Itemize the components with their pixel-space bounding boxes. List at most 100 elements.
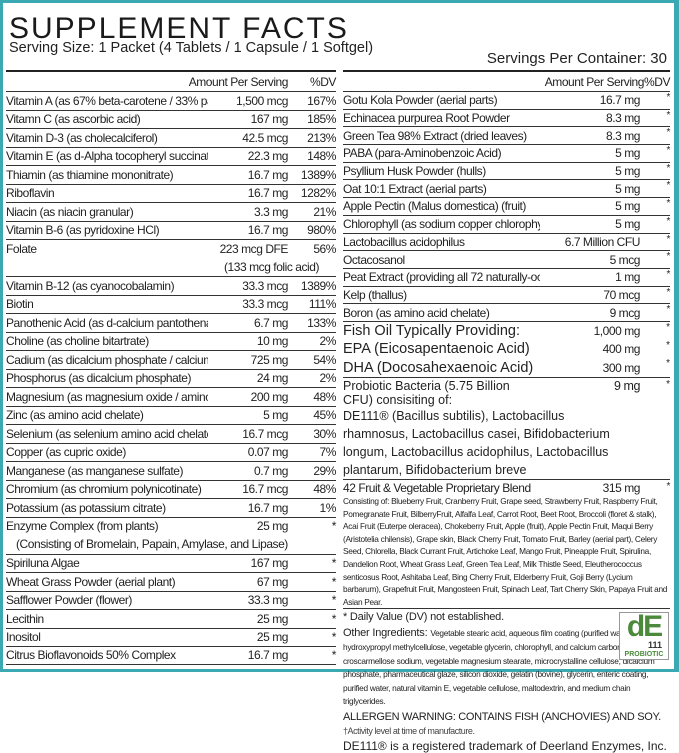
nutrient-row: Niacin (as niacin granular) 3.3 mg 21% [6, 202, 336, 221]
nutrient-name: Niacin (as niacin granular) [6, 204, 134, 219]
nutrient-dv: 1389% [300, 167, 337, 182]
nutrient-amount: 16.7 mg [247, 167, 289, 182]
nutrient-amount: 0.7 mg [254, 463, 288, 478]
nutrient-name: Octacosanol [343, 252, 405, 267]
nutrient-row: Enzyme Complex (from plants) 25 mg * [6, 516, 336, 536]
left-facts-table: Amount Per Serving %DV Vitamin A (as 67%… [6, 70, 336, 665]
nutrient-name: Oat 10:1 Extract (aerial parts) [343, 181, 487, 196]
nutrient-row: Zinc (as amino acid chelate) 5 mg 45% [6, 405, 336, 425]
nutrient-row: Vitamn C (as ascorbic acid) 167 mg 185% [6, 109, 336, 129]
nutrient-name: Boron (as amino acid chelate) [343, 305, 490, 320]
nutrient-dv: 1389% [300, 278, 337, 293]
nutrient-row: Green Tea 98% Extract (dried leaves) 8.3 … [343, 126, 670, 144]
nutrient-name: Apple Pectin (Malus domestica) (fruit) [343, 199, 526, 214]
activity-note: †Activity level at time of manufacture. [343, 725, 475, 736]
nutrient-amount: 8.3 mg [606, 111, 640, 126]
blend-amount: 315 mg [602, 481, 641, 495]
nutrient-amount: 16.7 mg [599, 93, 641, 108]
nutrient-name: Panothenic Acid (as d-calcium pantothena… [6, 315, 208, 330]
nutrient-row: Kelp (thallus) 70 mcg * [343, 285, 671, 304]
nutrient-row: Copper (as cupric oxide) 0.07 mg 7% [6, 442, 336, 462]
nutrient-name: Vitamin E (as d-Alpha tocopheryl succina… [6, 149, 208, 164]
nutrient-dv: 2% [319, 334, 337, 349]
nutrient-amount: 167 mg [250, 556, 289, 571]
nutrient-dv: * [666, 233, 671, 245]
nutrient-name: Spiriluna Algae [6, 556, 80, 571]
nutrient-name: Vitamin B-6 (as pyridoxine HCl) [6, 223, 160, 238]
nutrient-amount: 25 mg [256, 519, 289, 534]
nutrient-amount: 1 mg [615, 270, 640, 285]
nutrient-amount: 33.3 mcg [242, 278, 288, 293]
header-amount-dv: Amount Per Serving%DV [544, 74, 671, 89]
nutrient-dv: * [666, 286, 671, 298]
nutrient-row: Cadium (as dicalcium phosphate / calcium… [6, 350, 336, 369]
nutrient-dv: * [666, 215, 671, 227]
nutrient-name: EPA (Eicosapentaenoic Acid) [343, 340, 530, 357]
nutrient-amount: 25 mg [256, 611, 289, 626]
left-header: Amount Per Serving %DV [6, 70, 336, 91]
nutrient-name: Vitamin B-12 (as cyanocobalamin) [6, 278, 175, 293]
nutrient-dv: * [331, 611, 337, 626]
nutrient-dv: * [666, 268, 671, 280]
nutrient-row: Vitamin E (as d-Alpha tocopheryl succina… [6, 146, 336, 166]
nutrient-amount: 5 mg [615, 146, 640, 161]
page-title: SUPPLEMENT FACTS [9, 12, 349, 45]
serving-size: Serving Size: 1 Packet (4 Tablets / 1 Ca… [9, 40, 374, 56]
logo-label: PROBIOTIC [624, 651, 664, 658]
nutrient-amount: 223 mcg DFE [219, 241, 289, 256]
nutrient-amount: 1,500 mcg [236, 93, 288, 108]
nutrient-name: Lactobacillus acidophilus [343, 234, 465, 249]
nutrient-row: Choline (as choline bitartrate) 10 mg 2% [6, 331, 337, 351]
nutrient-row: Inositol 25 mg * [6, 627, 336, 647]
nutrient-amount: 16.7 mcg [242, 426, 288, 441]
nutrient-name: Inositol [6, 630, 41, 645]
nutrient-row: Magnesium (as magnesium oxide / amino ac… [6, 387, 336, 406]
nutrient-name: Folate [6, 241, 37, 256]
nutrient-name: Choline (as choline bitartrate) [6, 334, 149, 349]
nutrient-row: Oat 10:1 Extract (aerial parts) 5 mg * [343, 179, 670, 197]
nutrient-row: Manganese (as manganese sulfate) 0.7 mg 29… [6, 461, 336, 480]
nutrient-amount: 16.7 mg [247, 223, 289, 238]
nutrient-dv: 1% [319, 500, 337, 515]
nutrient-dv: * [331, 648, 337, 663]
nutrient-dv: 1282% [300, 186, 337, 201]
nutrient-dv: * [666, 321, 670, 333]
other-ingredients-text: Vegetable stearic acid, aqueous film coa… [343, 628, 655, 707]
blend-block: 42 Fruit & Vegetable Proprietary Blend 3… [343, 479, 670, 610]
nutrient-dv: * [666, 304, 671, 316]
nutrient-amount: 16.7 mg [247, 500, 289, 515]
nutrient-amount: 725 mg [250, 352, 289, 367]
nutrient-name: Citrus Bioflavonoids 50% Complex [6, 648, 176, 663]
nutrient-row: Vitamin B-12 (as cyanocobalamin) 33.3 mcg… [6, 276, 336, 295]
nutrient-amount: 300 mg [602, 360, 641, 375]
nutrient-name: DHA (Docosahexaenoic Acid) [343, 359, 534, 376]
nutrient-amount: 5 mg [615, 164, 640, 179]
nutrient-dv: * [331, 574, 337, 589]
nutrient-row: Peat Extract (providing all 72 naturally… [343, 267, 671, 286]
nutrient-dv: 2% [319, 371, 337, 386]
de111-probiotic-logo: dE 111 PROBIOTIC [619, 612, 669, 660]
nutrient-amount: 200 mg [250, 389, 289, 404]
nutrient-dv: * [666, 339, 670, 351]
nutrient-name: Enzyme Complex (from plants) [6, 519, 159, 534]
nutrient-amount: 1,000 mg [593, 323, 641, 338]
nutrient-amount: 67 mg [256, 574, 289, 589]
label-border [0, 0, 679, 672]
nutrient-amount: 10 mg [256, 334, 289, 349]
nutrient-row: Riboflavin 16.7 mg 1282% [6, 183, 337, 203]
nutrient-name: Cadium (as dicalcium phosphate / calcium… [6, 352, 208, 367]
nutrient-dv: 21% [313, 204, 336, 219]
nutrient-dv: * [666, 180, 671, 192]
nutrient-dv: 111% [308, 297, 337, 312]
probiotic-detail: DE111® (Bacillus subtilis), Lactobacillu… [343, 409, 610, 477]
nutrient-row: Vitamin D-3 (as cholecalciferol) 42.5 mcg… [6, 128, 336, 147]
nutrient-row: Lactobacillus acidophilus 6.7 Million CFU… [343, 232, 671, 251]
nutrient-row: EPA (Eicosapentaenoic Acid) 400 mg * [343, 340, 670, 359]
blend-detail: Consisting of: Blueberry Fruit, Cranberr… [343, 496, 668, 607]
nutrient-name: Riboflavin [6, 186, 55, 201]
nutrient-row: DHA (Docosahexaenoic Acid) 300 mg * [343, 358, 670, 377]
nutrient-dv: 148% [307, 149, 336, 164]
nutrient-name: Vitamn C (as ascorbic acid) [6, 112, 141, 127]
nutrient-dv: * [666, 162, 671, 174]
nutrient-row: Vitamin B-6 (as pyridoxine HCl) 16.7 mg 98… [6, 220, 336, 240]
